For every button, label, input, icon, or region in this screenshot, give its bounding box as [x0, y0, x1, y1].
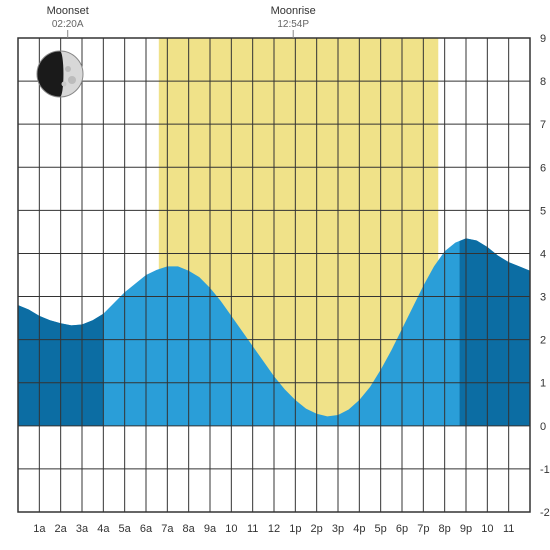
x-tick-label: 8a [183, 523, 196, 535]
y-tick-label: 5 [540, 205, 546, 217]
y-tick-label: -2 [540, 507, 550, 519]
x-tick-label: 1p [289, 523, 301, 535]
y-tick-label: -1 [540, 464, 550, 476]
y-tick-label: 3 [540, 292, 546, 304]
x-tick-label: 10 [225, 523, 237, 535]
moonrise-time: 12:54P [277, 19, 309, 30]
y-tick-label: 0 [540, 421, 546, 433]
y-tick-label: 1 [540, 378, 546, 390]
chart-svg: 1a2a3a4a5a6a7a8a9a1011121p2p3p4p5p6p7p8p… [0, 0, 550, 550]
x-tick-label: 4p [353, 523, 365, 535]
moonset-time: 02:20A [52, 19, 84, 30]
x-tick-label: 6p [396, 523, 408, 535]
x-tick-label: 12 [268, 523, 280, 535]
moonrise-label: Moonrise [271, 5, 316, 17]
x-tick-label: 7a [161, 523, 174, 535]
x-tick-label: 3p [332, 523, 344, 535]
moonset-label: Moonset [47, 5, 89, 17]
x-tick-label: 11 [503, 523, 514, 535]
x-tick-label: 11 [247, 523, 258, 535]
y-tick-label: 6 [540, 162, 546, 174]
x-tick-label: 5a [119, 523, 132, 535]
moon-phase-icon [37, 51, 83, 97]
x-tick-label: 9p [460, 523, 472, 535]
x-tick-label: 4a [97, 523, 110, 535]
y-tick-label: 8 [540, 76, 546, 88]
y-tick-label: 7 [540, 119, 546, 131]
y-tick-label: 2 [540, 335, 546, 347]
x-tick-label: 1a [33, 523, 46, 535]
x-tick-label: 10 [481, 523, 493, 535]
x-tick-label: 8p [439, 523, 451, 535]
x-tick-label: 9a [204, 523, 217, 535]
tide-night-overlay [460, 238, 530, 425]
x-tick-label: 3a [76, 523, 89, 535]
y-tick-label: 9 [540, 33, 546, 45]
x-tick-label: 5p [375, 523, 387, 535]
x-tick-label: 2a [55, 523, 68, 535]
x-tick-label: 2p [311, 523, 323, 535]
x-tick-label: 7p [417, 523, 429, 535]
tide-chart: { "chart": { "width": 550, "height": 550… [0, 0, 550, 550]
y-tick-label: 4 [540, 248, 546, 260]
x-tick-label: 6a [140, 523, 153, 535]
